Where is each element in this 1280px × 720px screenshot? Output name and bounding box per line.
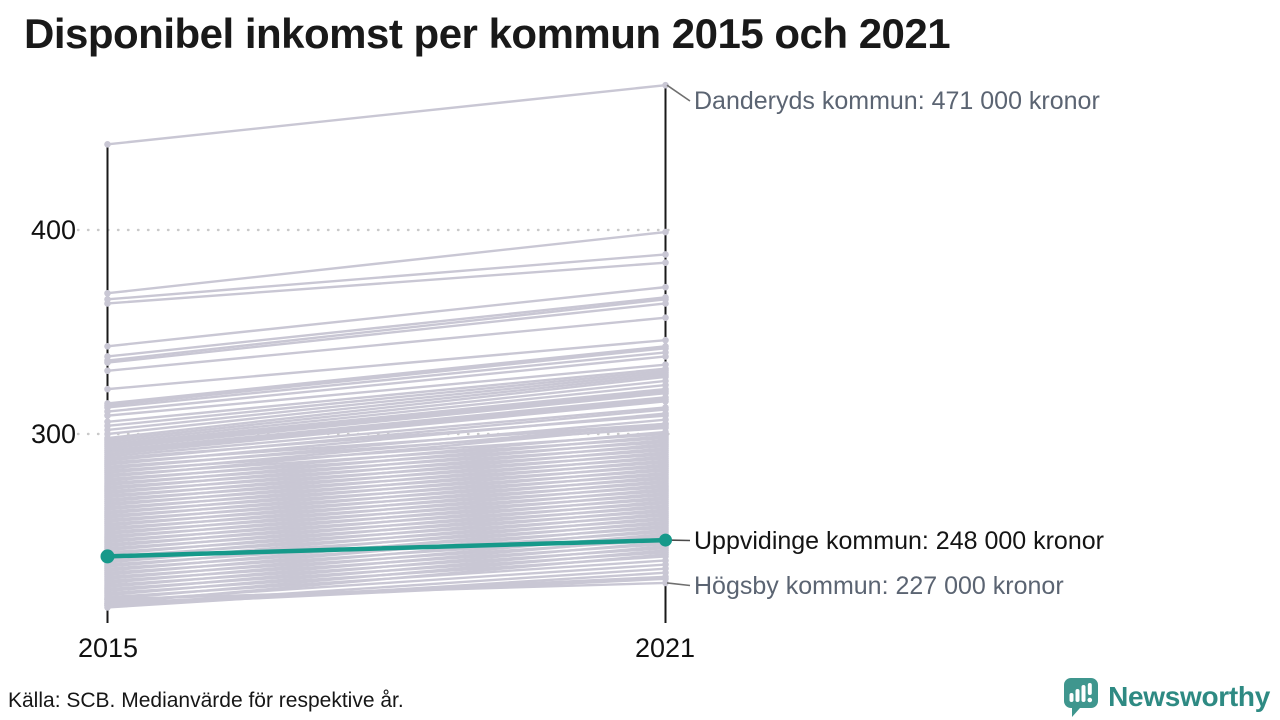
y-axis-tick-300: 300 <box>30 419 76 449</box>
chart-title: Disponibel inkomst per kommun 2015 och 2… <box>24 10 951 57</box>
newsworthy-speech-bubble-bar-chart-icon <box>1064 678 1099 717</box>
x-axis-label-2015: 2015 <box>77 633 139 663</box>
source-note: Källa: SCB. Medianvärde för respektive å… <box>8 689 404 712</box>
x-axis-label-2021: 2021 <box>634 633 696 663</box>
newsworthy-logo-text: Newsworthy <box>1108 681 1270 712</box>
annotation-uppvidinge: Uppvidinge kommun: 248 000 kronor <box>694 527 1104 555</box>
newsworthy-logo: Newsworthy <box>1062 676 1270 718</box>
annotation-hogsby: Högsby kommun: 227 000 kronor <box>694 572 1064 600</box>
annotation-danderyd: Danderyds kommun: 471 000 kronor <box>694 87 1100 115</box>
y-axis-tick-400: 400 <box>30 215 76 245</box>
